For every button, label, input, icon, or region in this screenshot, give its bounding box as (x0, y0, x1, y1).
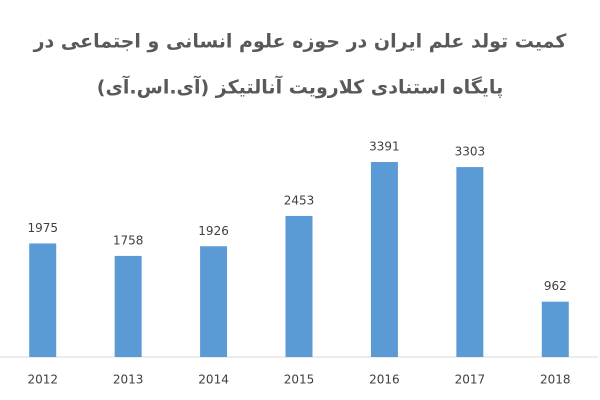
x-tick-label: 2013 (113, 373, 144, 387)
x-tick-label: 2017 (455, 373, 486, 387)
bar (200, 246, 228, 357)
data-label: 1926 (198, 224, 229, 238)
data-label: 3391 (369, 140, 400, 154)
bar (456, 167, 484, 357)
chart-title: کمیت تولد علم ایران در حوزه علوم انسانی … (33, 31, 568, 53)
data-label: 1975 (27, 221, 58, 235)
x-tick-label: 2016 (369, 373, 400, 387)
data-label: 2453 (284, 193, 315, 207)
bar (285, 215, 313, 357)
x-tick-label: 2014 (198, 373, 229, 387)
data-label: 962 (544, 279, 567, 293)
bar (541, 301, 569, 357)
x-tick-label: 2018 (540, 373, 571, 387)
x-tick-label: 2015 (284, 373, 315, 387)
data-label: 1758 (113, 233, 144, 247)
x-tick-label: 2012 (27, 373, 58, 387)
chart-title: پایگاه استنادی کلارویت آنالتیکز (آی.اس.آ… (97, 75, 503, 99)
data-label: 3303 (455, 145, 486, 159)
bar (29, 243, 57, 357)
bar (114, 255, 142, 357)
bar (370, 162, 398, 357)
